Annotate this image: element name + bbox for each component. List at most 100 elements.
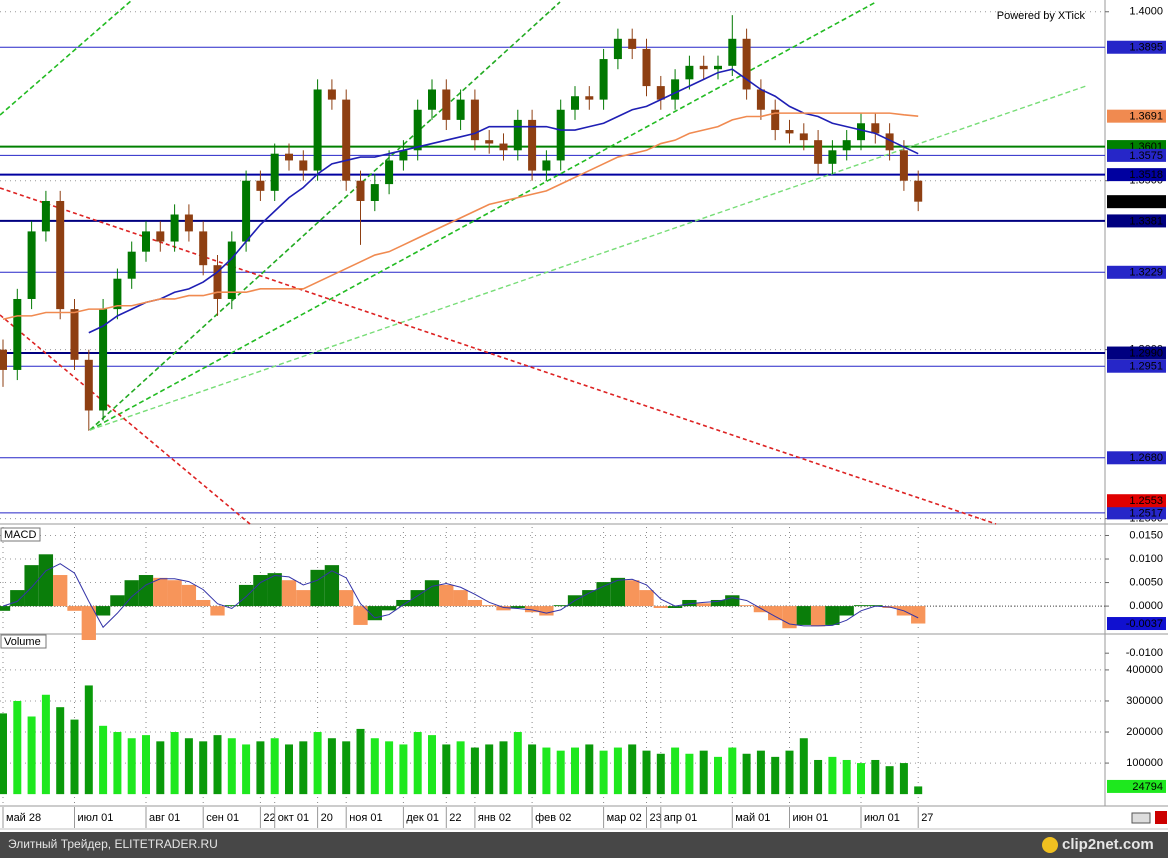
- y-tick-label: 0.0150: [1129, 529, 1163, 541]
- histogram-bar: [253, 575, 268, 607]
- price-label-box: [1107, 346, 1166, 360]
- price-label: 1.2517: [1129, 507, 1163, 519]
- volume-bar: [699, 750, 708, 795]
- volume-bar: [528, 744, 537, 795]
- candle-body: [799, 133, 808, 141]
- price-label: 1.2680: [1129, 452, 1163, 464]
- candle-body: [699, 65, 708, 70]
- volume-bar: [227, 738, 236, 795]
- volume-bar: [442, 744, 451, 795]
- candle-body: [871, 123, 880, 134]
- candle-body: [857, 123, 865, 141]
- y-tick-label: 0.0100: [1129, 553, 1163, 565]
- x-tick-label: фев 02: [535, 812, 571, 824]
- histogram-bar: [53, 575, 68, 607]
- volume-bar: [756, 750, 765, 795]
- candle-body: [313, 89, 322, 171]
- histogram-bar: [725, 595, 740, 607]
- price-label-box: [1107, 451, 1166, 465]
- histogram-bar: [38, 554, 54, 607]
- candle-body: [199, 231, 208, 266]
- candle-body: [499, 143, 508, 151]
- volume-bar: [456, 741, 465, 795]
- candle-body: [599, 59, 608, 100]
- volume-bar: [571, 747, 579, 795]
- volume-bar: [656, 753, 665, 795]
- histogram-bar: [138, 575, 154, 607]
- candle-body: [914, 180, 923, 202]
- volume-bar: [56, 707, 65, 795]
- volume-bar: [70, 719, 79, 795]
- y-tick-label: 0.0050: [1129, 576, 1163, 588]
- candle-body: [542, 160, 551, 171]
- trendline: [89, 1, 561, 431]
- y-tick-label: 400000: [1126, 664, 1163, 676]
- x-tick-label: май 01: [735, 812, 770, 824]
- volume-bar: [628, 744, 637, 795]
- candle-body: [0, 349, 7, 370]
- volume-bar: [428, 735, 436, 795]
- histogram-bar: [710, 599, 726, 607]
- footer-credit: Элитный Трейдер, ELITETRADER.RU: [8, 837, 218, 851]
- volume-bar: [399, 744, 408, 795]
- candle-body: [299, 160, 308, 171]
- price-label: 1.3381: [1129, 215, 1163, 227]
- x-tick-label: май 28: [6, 812, 41, 824]
- y-tick-label: 1.4000: [1129, 6, 1163, 18]
- volume-bar: [785, 750, 794, 795]
- x-tick-label: ноя 01: [349, 812, 382, 824]
- y-tick-label: 200000: [1126, 726, 1163, 738]
- histogram-bar: [339, 590, 354, 607]
- histogram-bar: [453, 590, 468, 607]
- histogram-bar: [167, 580, 182, 607]
- volume-bar: [27, 716, 36, 795]
- trendline: [0, 0, 133, 116]
- histogram-bar: [839, 606, 854, 616]
- volume-bar: [470, 747, 479, 795]
- candle-body: [771, 109, 780, 131]
- volume-bar: [499, 741, 508, 795]
- x-tick-label: июн 01: [793, 812, 829, 824]
- candle-body: [342, 99, 351, 181]
- icon[interactable]: [1155, 811, 1167, 824]
- histogram-bar: [853, 605, 869, 607]
- histogram-bar: [67, 606, 82, 611]
- histogram-bar: [281, 580, 297, 607]
- line-series: [2, 112, 919, 321]
- histogram-bar: [496, 606, 511, 611]
- candle-body: [456, 99, 465, 120]
- x-tick-label: мар 02: [607, 812, 642, 824]
- volume-bar: [599, 750, 608, 795]
- candle-body: [671, 79, 680, 100]
- candle-body: [742, 38, 751, 90]
- price-label: 1.2990: [1129, 347, 1163, 359]
- icon[interactable]: [1131, 812, 1151, 824]
- volume-bar: [799, 738, 808, 795]
- x-tick-label: 23: [650, 812, 662, 824]
- x-tick-label: июл 01: [78, 812, 114, 824]
- y-tick-label: 0.0000: [1129, 600, 1163, 612]
- histogram-bar: [810, 606, 826, 627]
- candle-body: [628, 38, 637, 49]
- volume-bar: [356, 728, 365, 795]
- price-label: 1.3895: [1129, 42, 1163, 54]
- volume-bar: [714, 756, 722, 795]
- volume-bar: [642, 750, 651, 795]
- price-label: 1.3518: [1129, 169, 1163, 181]
- histogram-bar: [81, 606, 96, 641]
- histogram-bar: [682, 599, 697, 607]
- histogram-bar: [539, 606, 554, 616]
- histogram-bar: [825, 606, 840, 625]
- volume-bar: [13, 700, 22, 795]
- logo-icon: [1042, 837, 1058, 853]
- volume-bar: [842, 759, 851, 795]
- histogram-bar: [582, 590, 597, 607]
- volume-bar: [127, 738, 136, 795]
- histogram-bar: [696, 603, 711, 607]
- price-label: 1.2951: [1129, 361, 1163, 373]
- candle-body: [285, 153, 293, 161]
- histogram-bar: [181, 584, 197, 607]
- volume-bar: [485, 744, 494, 795]
